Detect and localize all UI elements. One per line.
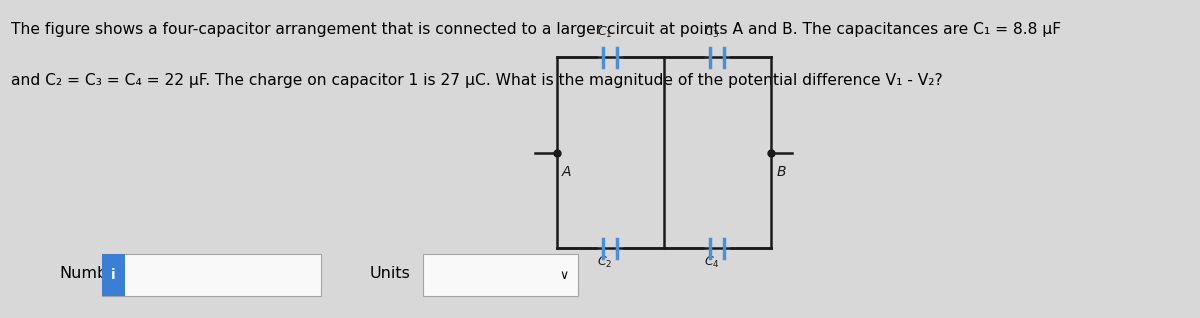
Text: B: B (776, 165, 786, 179)
Text: Units: Units (370, 266, 410, 281)
Text: ∨: ∨ (559, 269, 569, 281)
Text: and C₂ = C₃ = C₄ = 22 μF. The charge on capacitor 1 is 27 μC. What is the magnit: and C₂ = C₃ = C₄ = 22 μF. The charge on … (11, 73, 942, 88)
Text: $C_1$: $C_1$ (598, 25, 613, 40)
FancyBboxPatch shape (102, 254, 125, 296)
Text: A: A (562, 165, 571, 179)
Text: $C_2$: $C_2$ (598, 254, 612, 269)
FancyBboxPatch shape (102, 254, 322, 296)
Text: i: i (112, 268, 115, 282)
Text: $C_4$: $C_4$ (704, 254, 720, 269)
Text: $C_3$: $C_3$ (704, 25, 720, 40)
FancyBboxPatch shape (422, 254, 578, 296)
Text: Number: Number (59, 266, 124, 281)
Text: The figure shows a four-capacitor arrangement that is connected to a larger circ: The figure shows a four-capacitor arrang… (11, 22, 1061, 37)
